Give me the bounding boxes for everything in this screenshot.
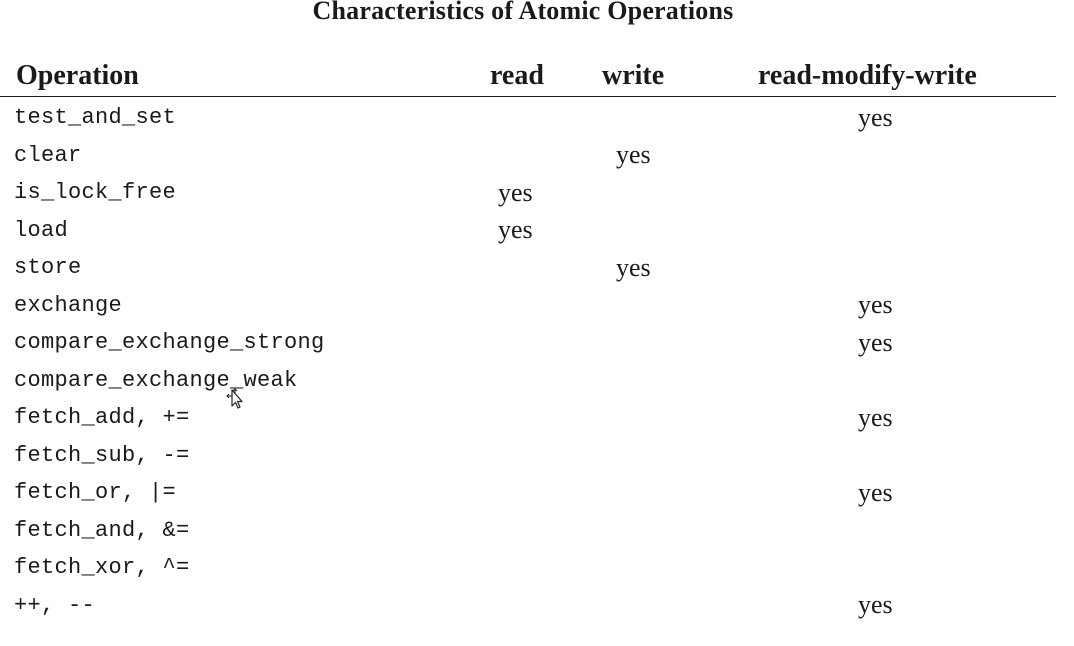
move-cursor-icon bbox=[226, 388, 243, 409]
cell-write bbox=[572, 549, 700, 587]
cell-read bbox=[462, 399, 572, 437]
cell-read bbox=[462, 287, 572, 325]
cell-operation: fetch_add, += bbox=[14, 405, 190, 431]
table-row: exchange yes bbox=[0, 287, 1056, 325]
cell-read-modify-write bbox=[700, 362, 1056, 400]
cell-write bbox=[572, 474, 700, 512]
cell-read-modify-write: yes bbox=[858, 477, 893, 507]
cell-read-modify-write bbox=[700, 137, 1056, 175]
cell-operation: exchange bbox=[14, 292, 123, 318]
header-row: Operation read write read-modify-write bbox=[0, 50, 1056, 97]
table-row: fetch_add, += yes bbox=[0, 399, 1056, 437]
cell-operation: store bbox=[14, 255, 82, 281]
cell-read bbox=[462, 249, 572, 287]
cell-write bbox=[572, 587, 700, 625]
cell-operation: compare_exchange_weak bbox=[14, 367, 298, 393]
cell-write bbox=[572, 174, 700, 212]
cell-write bbox=[572, 399, 700, 437]
cell-read bbox=[462, 549, 572, 587]
cell-read-modify-write bbox=[700, 174, 1056, 212]
table-row: test_and_set yes bbox=[0, 97, 1056, 137]
cell-operation: fetch_and, &= bbox=[14, 517, 190, 543]
cell-read bbox=[462, 474, 572, 512]
table-row: store yes bbox=[0, 249, 1056, 287]
cell-write: yes bbox=[616, 140, 651, 170]
cell-operation: compare_exchange_strong bbox=[14, 330, 325, 356]
cell-read-modify-write bbox=[700, 212, 1056, 250]
cell-operation: fetch_sub, -= bbox=[14, 442, 190, 468]
cell-write bbox=[572, 324, 700, 362]
atomic-operations-table: Operation read write read-modify-write t… bbox=[0, 50, 1056, 624]
table-row: is_lock_free yes bbox=[0, 174, 1056, 212]
cell-write: yes bbox=[616, 252, 651, 282]
cell-read bbox=[462, 137, 572, 175]
table-title: Characteristics of Atomic Operations bbox=[312, 0, 734, 25]
cell-read-modify-write bbox=[700, 437, 1056, 475]
cell-write bbox=[572, 437, 700, 475]
cell-read-modify-write: yes bbox=[858, 590, 893, 620]
cell-read bbox=[462, 97, 572, 137]
column-header-operation: Operation bbox=[0, 50, 462, 97]
table-row: fetch_or, |= yes bbox=[0, 474, 1056, 512]
table-row: ++, -- yes bbox=[0, 587, 1056, 625]
cell-operation: clear bbox=[14, 142, 82, 168]
table-header: Operation read write read-modify-write bbox=[0, 50, 1056, 97]
cell-operation: load bbox=[14, 217, 69, 243]
table-row: fetch_sub, -= bbox=[0, 437, 1056, 475]
cell-read bbox=[462, 437, 572, 475]
column-header-write: write bbox=[572, 50, 700, 97]
cell-write bbox=[572, 512, 700, 550]
cell-operation: test_and_set bbox=[14, 105, 177, 131]
table-row: fetch_and, &= bbox=[0, 512, 1056, 550]
column-header-read-modify-write: read-modify-write bbox=[700, 50, 1056, 97]
table-row: clear yes bbox=[0, 137, 1056, 175]
cell-read-modify-write: yes bbox=[858, 402, 893, 432]
cell-operation: is_lock_free bbox=[14, 180, 177, 206]
cell-write bbox=[572, 287, 700, 325]
cell-read bbox=[462, 362, 572, 400]
table-body: test_and_set yes clear yes is_lock_free … bbox=[0, 97, 1056, 625]
cell-write bbox=[572, 362, 700, 400]
cell-read bbox=[462, 324, 572, 362]
cell-operation: ++, -- bbox=[14, 592, 96, 618]
cell-write bbox=[572, 212, 700, 250]
cell-read-modify-write bbox=[700, 549, 1056, 587]
cell-read-modify-write bbox=[700, 249, 1056, 287]
cell-read: yes bbox=[498, 177, 533, 207]
cell-read-modify-write: yes bbox=[858, 102, 893, 132]
table-row: compare_exchange_weak bbox=[0, 362, 1056, 400]
cell-read: yes bbox=[498, 215, 533, 245]
cell-operation: fetch_xor, ^= bbox=[14, 555, 190, 581]
table-row: fetch_xor, ^= bbox=[0, 549, 1056, 587]
cell-read bbox=[462, 587, 572, 625]
table-row: compare_exchange_strong yes bbox=[0, 324, 1056, 362]
cell-write bbox=[572, 97, 700, 137]
table-row: load yes bbox=[0, 212, 1056, 250]
cell-operation: fetch_or, |= bbox=[14, 480, 177, 506]
cell-read-modify-write: yes bbox=[858, 327, 893, 357]
cell-read-modify-write bbox=[700, 512, 1056, 550]
cell-read bbox=[462, 512, 572, 550]
column-header-read: read bbox=[462, 50, 572, 97]
cell-read-modify-write: yes bbox=[858, 290, 893, 320]
